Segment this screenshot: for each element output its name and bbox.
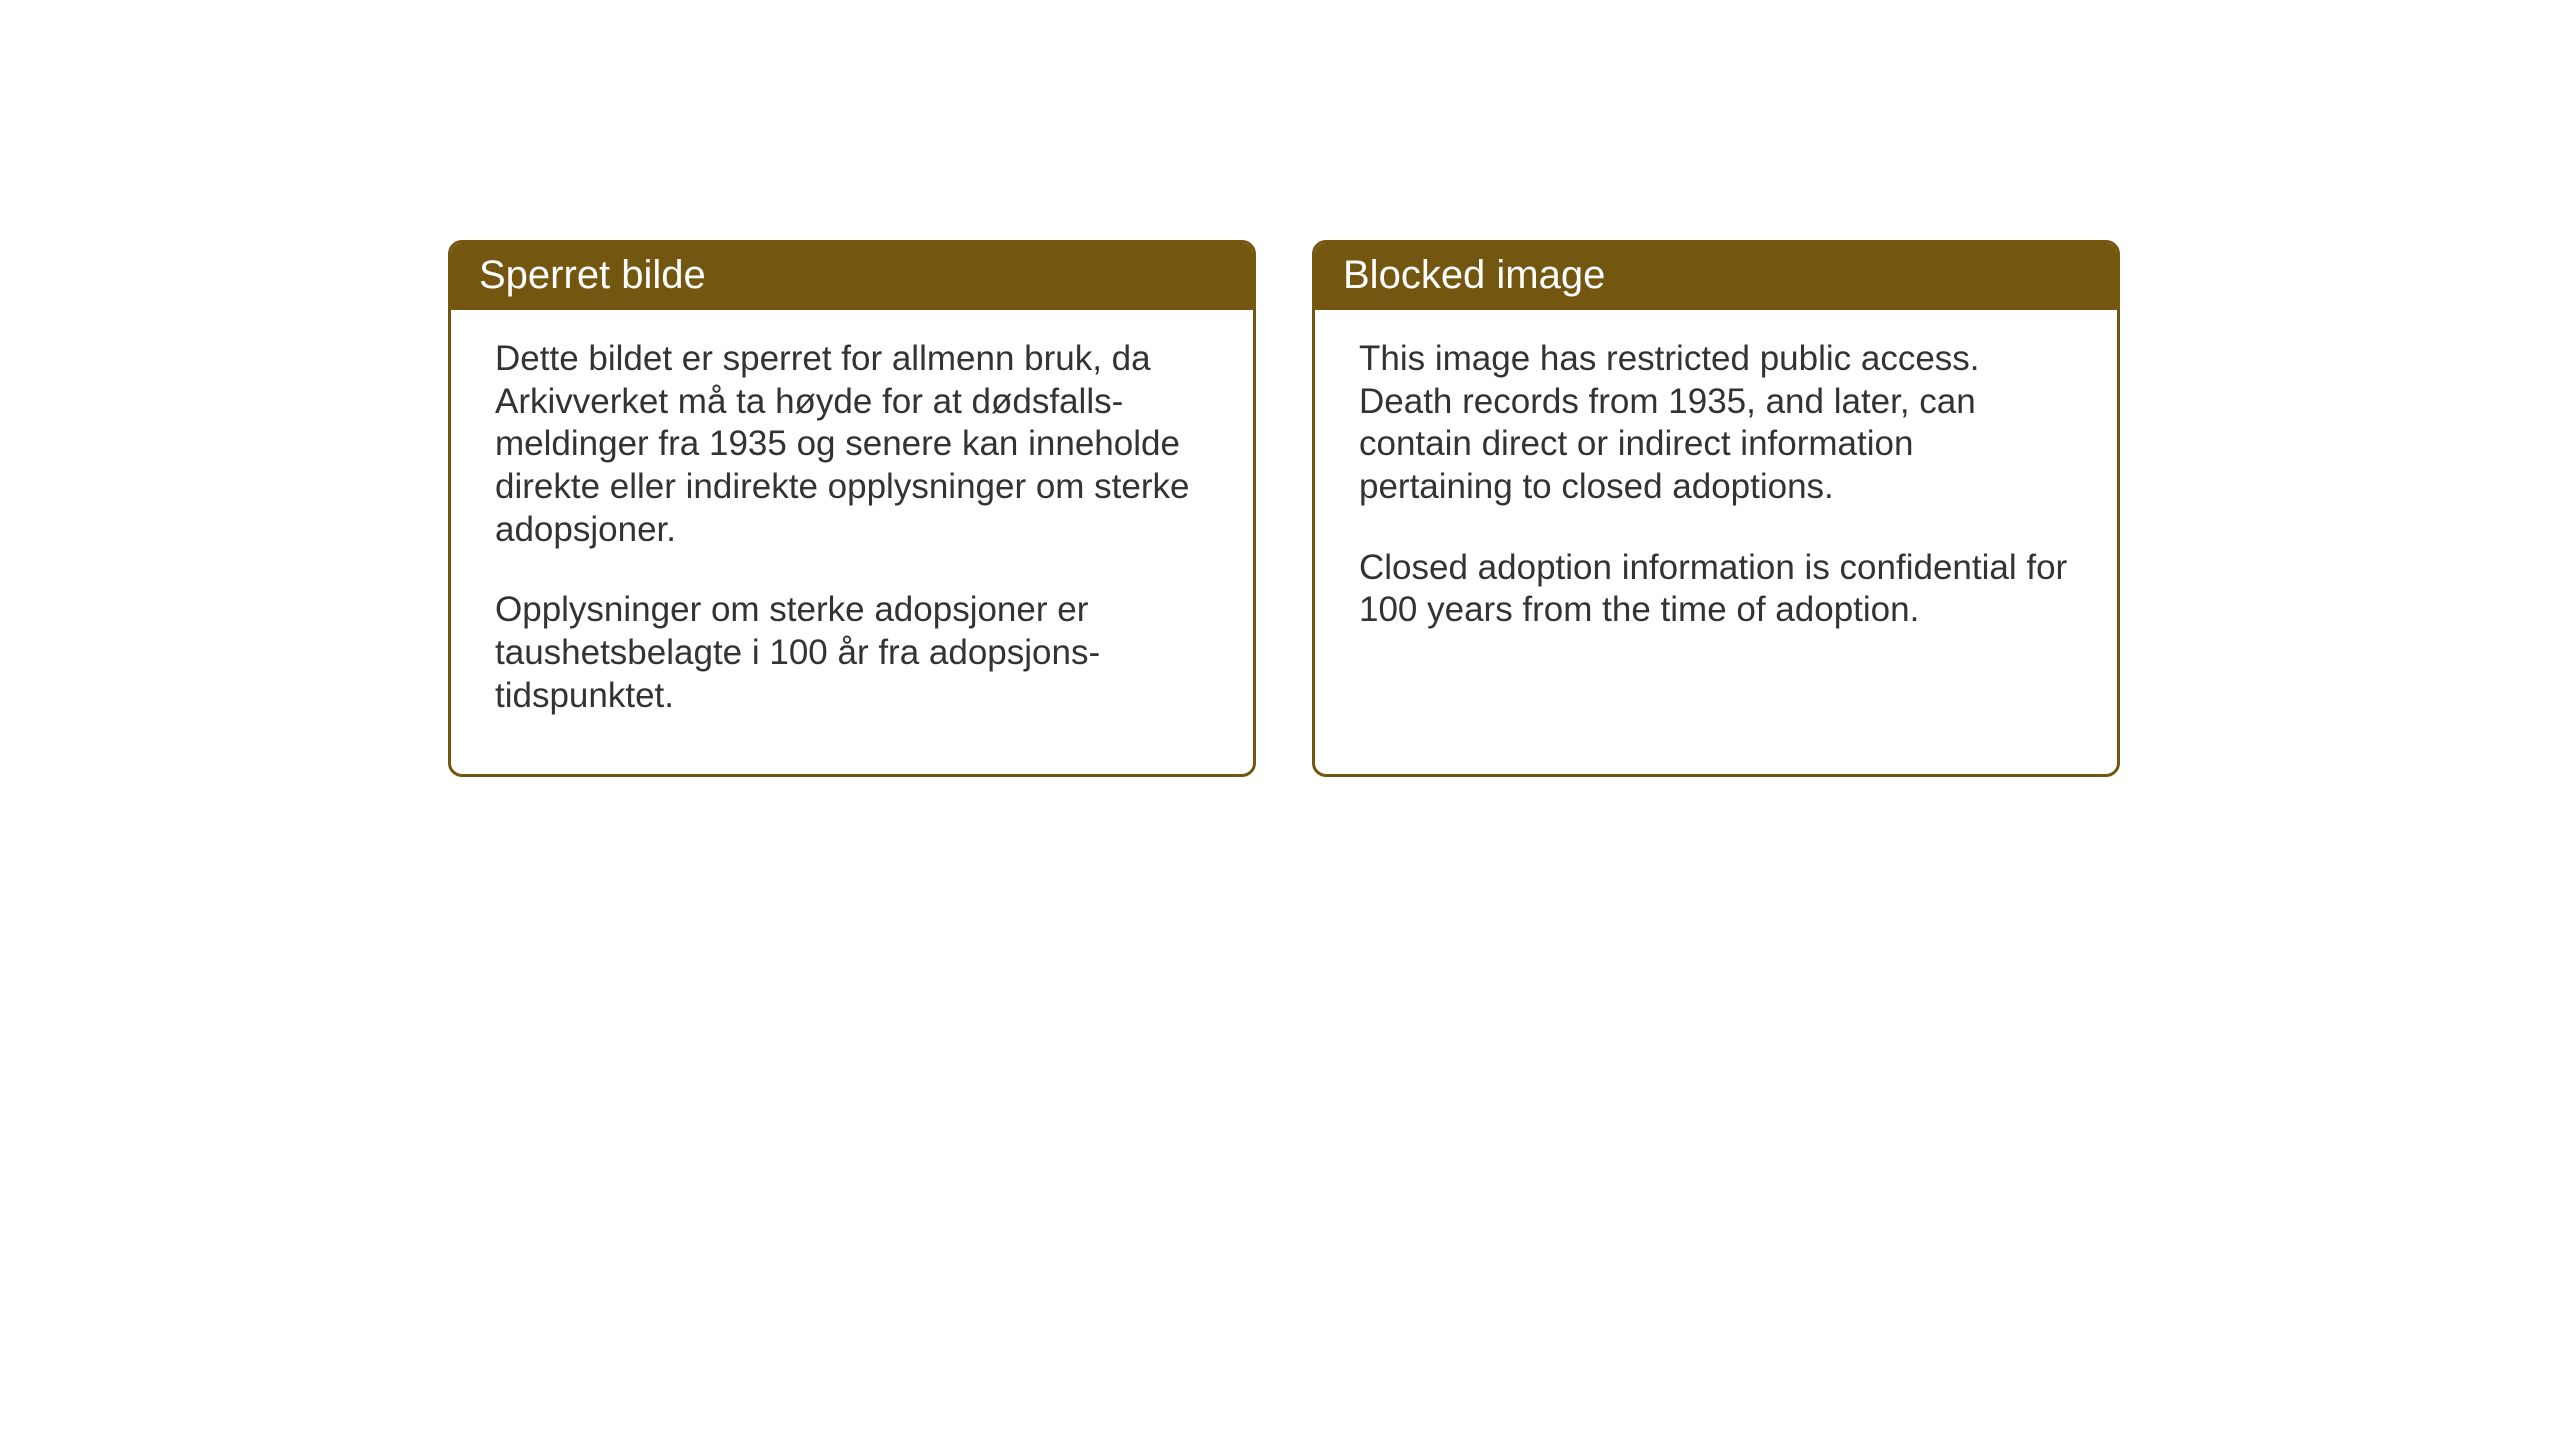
card-english-header: Blocked image <box>1315 243 2117 310</box>
card-english-paragraph-1: This image has restricted public access.… <box>1359 338 2073 509</box>
card-norwegian-body: Dette bildet er sperret for allmenn bruk… <box>451 310 1253 774</box>
card-norwegian: Sperret bilde Dette bildet er sperret fo… <box>448 240 1256 777</box>
card-english-paragraph-2: Closed adoption information is confident… <box>1359 547 2073 632</box>
card-english: Blocked image This image has restricted … <box>1312 240 2120 777</box>
card-norwegian-paragraph-2: Opplysninger om sterke adopsjoner er tau… <box>495 589 1209 717</box>
card-norwegian-header: Sperret bilde <box>451 243 1253 310</box>
card-english-body: This image has restricted public access.… <box>1315 310 2117 688</box>
card-norwegian-paragraph-1: Dette bildet er sperret for allmenn bruk… <box>495 338 1209 551</box>
cards-container: Sperret bilde Dette bildet er sperret fo… <box>448 240 2120 777</box>
